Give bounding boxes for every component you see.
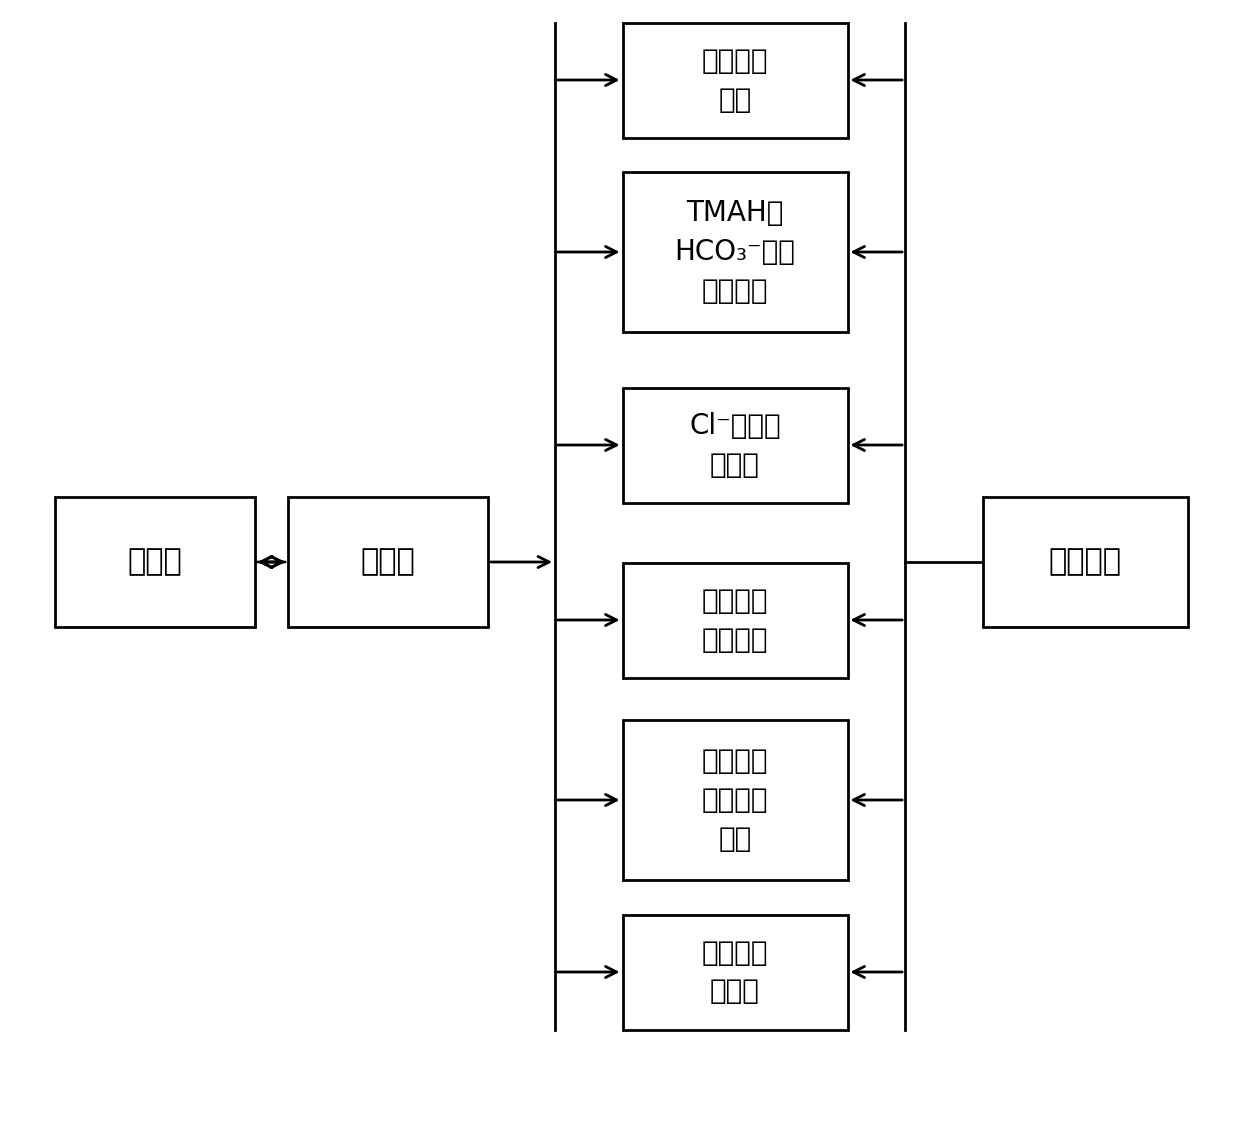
Bar — [622, 563, 847, 678]
Text: TMAH与
HCO₃⁻浓度
检测装置: TMAH与 HCO₃⁻浓度 检测装置 — [675, 199, 795, 305]
Bar — [622, 720, 847, 880]
Text: 色度检测
装置: 色度检测 装置 — [702, 47, 769, 114]
Bar — [982, 497, 1188, 626]
Text: 计算机: 计算机 — [128, 548, 182, 576]
Text: 甲醇浓度
检测装置: 甲醇浓度 检测装置 — [702, 587, 769, 654]
Bar — [55, 497, 255, 626]
Text: 工控机: 工控机 — [361, 548, 415, 576]
Bar — [288, 497, 489, 626]
Text: 金属离子
浓度检测
装置: 金属离子 浓度检测 装置 — [702, 747, 769, 853]
Text: 进样单元: 进样单元 — [1049, 548, 1121, 576]
Bar — [622, 388, 847, 503]
Bar — [622, 914, 847, 1029]
Bar — [622, 172, 847, 332]
Text: 颗粒数检
测装置: 颗粒数检 测装置 — [702, 938, 769, 1005]
Text: Cl⁻浓度检
测装置: Cl⁻浓度检 测装置 — [689, 412, 781, 479]
Bar — [622, 23, 847, 138]
